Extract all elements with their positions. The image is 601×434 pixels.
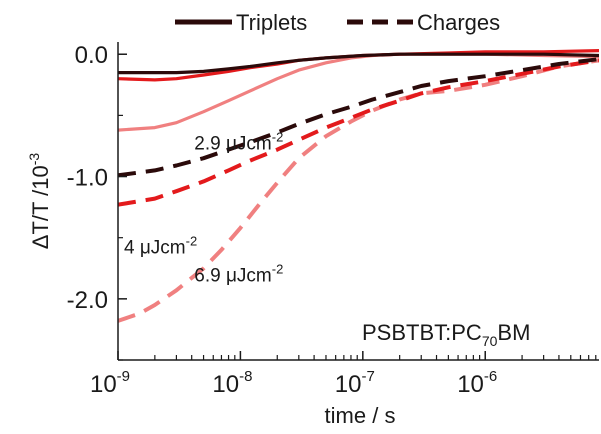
x-tick-label: 10-9 [90, 368, 130, 398]
fluence-annotation-sup: -2 [272, 262, 284, 277]
tick-label-layer: 10-9 10-8 10-7 10-60.0-1.0-2.0 [67, 42, 498, 398]
y-axis-title-sup: -3 [26, 153, 42, 166]
sample-label-sub: 70 [482, 333, 498, 349]
y-axis-title-base: ΔT/T /10 [28, 165, 53, 249]
x-tick-label: 10-7 [335, 368, 375, 398]
fluence-annotation-base: 4 μJcm [124, 238, 186, 259]
x-tick-label-base: 10 [90, 371, 117, 398]
x-tick-label-sup: -9 [117, 368, 130, 385]
fluence-annotation-sup: -2 [186, 234, 198, 249]
x-tick-label-base: 10 [335, 371, 362, 398]
y-tick-label: -1.0 [67, 165, 108, 192]
x-tick-label-base: 10 [457, 371, 484, 398]
x-tick-label-base: 10 [212, 371, 239, 398]
fluence-annotation-sup: -2 [272, 130, 284, 145]
sample-label-base: PSBTBT:PC [362, 320, 482, 345]
x-tick-label: 10-6 [457, 368, 497, 398]
sample-label-tail: BM [497, 320, 530, 345]
series-line-triplets-6-9 [118, 52, 599, 75]
tick-layer [117, 53, 597, 361]
fluence-annotation: 6.9 μJcm-2 [194, 262, 283, 287]
x-axis-title: time / s [325, 403, 396, 428]
series-layer [118, 49, 599, 323]
fluence-annotation: 4 μJcm-2 [124, 234, 197, 259]
series-line-charges-6-9 [118, 58, 599, 323]
fluence-annotation-base: 2.9 μJcm [194, 134, 271, 155]
fluence-annotation: 2.9 μJcm-2 [194, 130, 283, 155]
legend-label-charges: Charges [417, 10, 500, 35]
y-tick-label: 0.0 [75, 42, 108, 69]
y-tick-label: -2.0 [67, 287, 108, 314]
x-tick-label: 10-8 [212, 368, 252, 398]
annotation-layer: 2.9 μJcm-24 μJcm-26.9 μJcm-2 [124, 130, 283, 287]
x-tick-label-sup: -8 [239, 368, 252, 385]
legend-label-triplets: Triplets [236, 10, 307, 35]
series-line-charges-4 [118, 58, 599, 207]
x-tick-label-sup: -6 [484, 368, 497, 385]
fluence-annotation-base: 6.9 μJcm [194, 266, 271, 287]
legend: Triplets Charges [175, 10, 500, 35]
x-tick-label-sup: -7 [361, 368, 374, 385]
series-line-charges-2-9 [118, 57, 599, 178]
sample-label: PSBTBT:PC70BM [362, 320, 530, 349]
y-axis-title: ΔT/T /10-3 [26, 153, 53, 250]
